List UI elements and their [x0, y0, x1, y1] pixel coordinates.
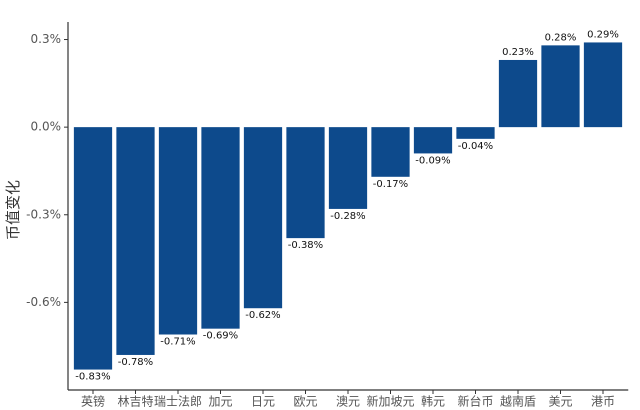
bar	[456, 127, 495, 139]
x-tick-label: 瑞士法郎	[154, 395, 202, 409]
x-tick-label: 新台币	[457, 394, 493, 409]
bar	[541, 45, 580, 128]
x-tick-label: 韩元	[421, 394, 445, 409]
x-tick-label: 越南盾	[500, 394, 536, 409]
bar	[201, 127, 240, 329]
value-label: -0.69%	[203, 331, 238, 342]
bar	[158, 127, 198, 335]
x-tick-label: 港币	[591, 395, 615, 409]
x-tick-label: 日元	[251, 395, 275, 409]
y-tick-label: -0.3%	[26, 207, 61, 221]
x-tick-label: 美元	[548, 395, 572, 409]
value-label: -0.71%	[160, 337, 195, 348]
value-label: 0.23%	[502, 47, 534, 58]
value-label: -0.83%	[75, 372, 110, 383]
bar	[328, 127, 368, 209]
value-label: -0.78%	[118, 357, 153, 368]
bar	[116, 127, 155, 355]
x-tick-label: 欧元	[293, 395, 317, 409]
value-label: -0.62%	[245, 310, 280, 321]
value-label: 0.29%	[587, 29, 619, 40]
bar	[371, 127, 410, 177]
y-tick-label: 0.3%	[31, 32, 62, 46]
bar	[286, 127, 325, 239]
x-tick-label: 英镑	[81, 394, 105, 409]
value-label: 0.28%	[545, 32, 577, 43]
bar	[498, 59, 538, 128]
y-tick-label: 0.0%	[31, 120, 62, 134]
x-tick-label: 澳元	[336, 395, 360, 409]
y-axis-label: 币值变化	[4, 180, 22, 240]
value-label: -0.04%	[458, 141, 493, 152]
x-tick-label: 林吉特	[117, 394, 153, 409]
bar	[73, 127, 113, 370]
x-tick-label: 新加坡元	[366, 394, 414, 409]
value-label: -0.17%	[373, 179, 408, 190]
y-tick-label: -0.6%	[26, 295, 61, 309]
bar	[583, 42, 623, 128]
bar	[243, 127, 283, 309]
x-tick-label: 加元	[208, 395, 232, 409]
value-label: -0.28%	[330, 211, 365, 222]
value-label: -0.09%	[415, 155, 450, 166]
value-label: -0.38%	[288, 240, 323, 251]
bar	[413, 127, 453, 154]
